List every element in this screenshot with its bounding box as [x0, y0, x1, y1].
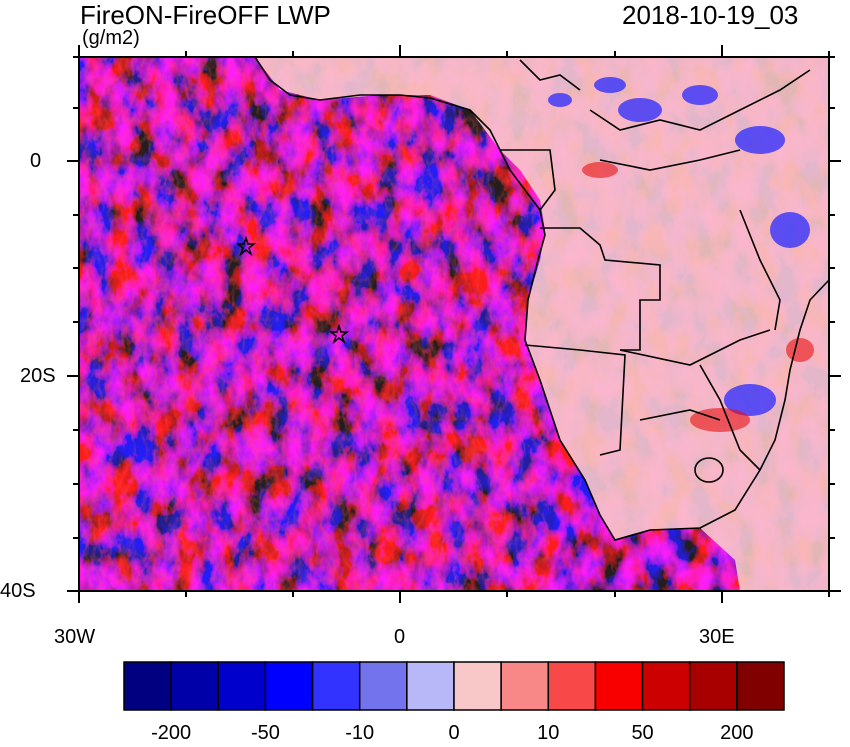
- colorbar-swatch: [641, 661, 691, 711]
- colorbar-label: 50: [631, 722, 654, 744]
- colorbar-label: -10: [345, 722, 375, 744]
- colorbar-swatch: [500, 661, 550, 711]
- colorbar: [123, 661, 785, 711]
- map-title: FireON-FireOFF LWP: [80, 0, 331, 30]
- colorbar-swatch: [406, 661, 455, 711]
- colorbar-swatch: [688, 661, 738, 711]
- colorbar-label: 0: [448, 722, 460, 744]
- africa-land: [255, 57, 829, 591]
- colorbar-swatch: [311, 661, 361, 711]
- colorbar-swatch: [123, 661, 172, 711]
- datetime-label: 2018-10-19_03: [622, 0, 799, 30]
- colorbar-label: 200: [720, 722, 754, 744]
- colorbar-swatch: [453, 661, 502, 711]
- colorbar-swatch: [736, 661, 785, 711]
- units-label: (g/m2): [82, 27, 140, 49]
- colorbar-swatch: [547, 661, 597, 711]
- y-tick-label: 20S: [20, 365, 56, 387]
- x-tick-label: 30E: [699, 626, 735, 648]
- star-markers: [235, 235, 350, 345]
- colorbar-swatch: [358, 661, 408, 711]
- y-tick-label: 0: [30, 150, 42, 172]
- field-noise-red: [79, 57, 549, 591]
- y-tick-label: 40S: [0, 580, 36, 602]
- colorbar-swatch: [217, 661, 267, 711]
- star-icon: [235, 235, 257, 257]
- colorbar-label: -50: [250, 722, 280, 744]
- plot-frame: [78, 56, 830, 592]
- x-tick-label: 30W: [54, 626, 96, 648]
- colorbar-label: -200: [151, 722, 192, 744]
- colorbar-swatch: [170, 661, 220, 711]
- coastlines: [254, 57, 829, 541]
- colorbar-swatch: [594, 661, 644, 711]
- colorbar-swatch: [264, 661, 314, 711]
- x-tick-label: 0: [394, 626, 406, 648]
- land-patches: [548, 77, 810, 416]
- star-icon: [328, 323, 350, 345]
- colorbar-label: 10: [537, 722, 560, 744]
- field-layer: [79, 57, 829, 591]
- axis-ticks: [67, 45, 841, 603]
